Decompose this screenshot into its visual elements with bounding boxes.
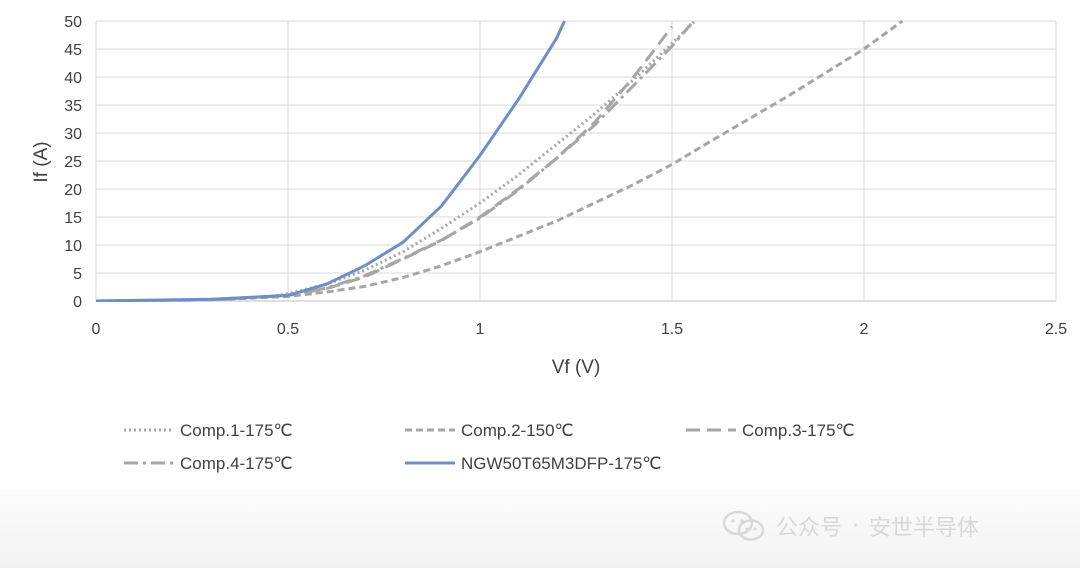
x-tick-label: 1 [476, 321, 485, 338]
series-lines [96, 20, 904, 302]
x-tick-label: 0.5 [277, 321, 299, 338]
x-tick-label: 1.5 [661, 321, 683, 338]
x-tick-label: 2.5 [1045, 321, 1067, 338]
wechat-icon [722, 510, 765, 541]
horizontal-gridlines [96, 20, 1056, 302]
watermark-separator: · [852, 513, 860, 539]
y-tick-label: 15 [64, 210, 82, 227]
series-line [96, 25, 674, 302]
y-tick-label: 10 [64, 238, 82, 255]
series-line [96, 20, 904, 302]
y-tick-labels: 0 5 10 15 20 25 30 35 40 45 50 [64, 14, 82, 311]
bottom-band [0, 490, 1080, 568]
legend-label: NGW50T65M3DFP-175℃ [461, 454, 661, 473]
series-line [96, 20, 566, 302]
y-tick-label: 40 [64, 70, 82, 87]
y-tick-label: 50 [64, 14, 82, 31]
y-tick-label: 45 [64, 42, 82, 59]
x-tick-label: 0 [92, 321, 101, 338]
watermark-name: 安世半导体 [869, 516, 980, 541]
y-tick-label: 20 [64, 182, 82, 199]
legend-label: Comp.4-175℃ [180, 454, 293, 473]
series-line [96, 22, 693, 302]
y-tick-label: 30 [64, 126, 82, 143]
x-axis-title: Vf (V) [552, 357, 601, 378]
watermark: 公众号 · 安世半导体 [722, 505, 979, 547]
legend-label: Comp.3-175℃ [742, 421, 855, 440]
y-tick-label: 5 [73, 266, 82, 283]
y-axis-title: If (A) [31, 141, 52, 182]
x-tick-labels: 0 0.5 1 1.5 2 2.5 [92, 321, 1068, 338]
legend-label: Comp.1-175℃ [180, 421, 293, 440]
legend-label: Comp.2-150℃ [461, 421, 574, 440]
watermark-account-label: 公众号 [776, 516, 843, 541]
y-tick-label: 0 [73, 294, 82, 311]
legend: Comp.1-175℃ Comp.2-150℃ Comp.3-175℃ Comp.4-… [124, 421, 855, 473]
y-tick-label: 35 [64, 98, 82, 115]
y-tick-label: 25 [64, 154, 82, 171]
x-tick-label: 2 [860, 321, 869, 338]
